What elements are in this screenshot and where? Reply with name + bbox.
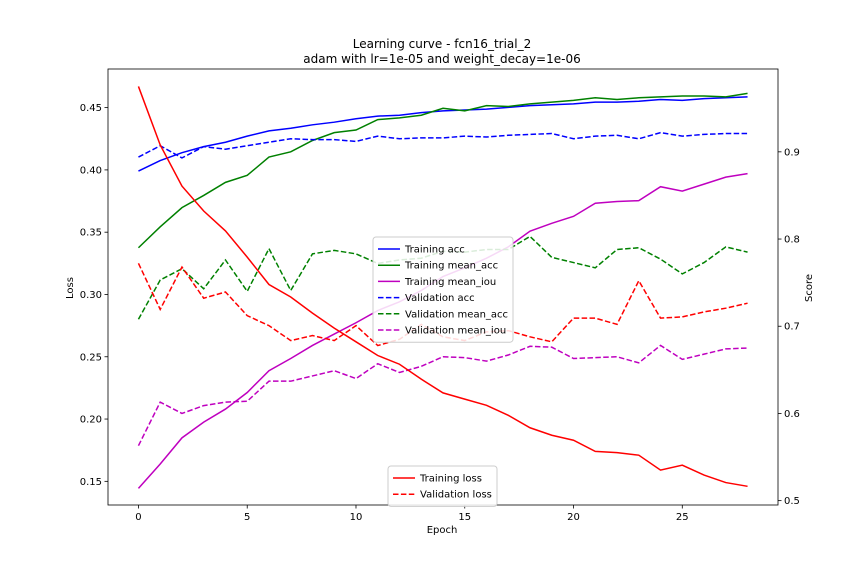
y-axis-right-label: Score [804, 274, 815, 302]
y-right-tick-label: 0.9 [784, 147, 800, 158]
legend-box [372, 236, 514, 343]
x-tick-label: 25 [676, 512, 689, 523]
legend-loss: Training loss Validation loss [387, 465, 498, 507]
y-left-tick-label: 0.45 [80, 103, 102, 114]
legend-entry-training-mean-iou: Training mean_iou [404, 277, 496, 288]
y-left-tick-label: 0.25 [80, 352, 102, 363]
x-tick-label: 10 [350, 512, 363, 523]
x-tick-label: 5 [244, 512, 250, 523]
chart-subtitle: adam with lr=1e-05 and weight_decay=1e-0… [303, 52, 580, 66]
legend-entry-training-acc: Training acc [404, 245, 465, 256]
y-left-tick-label: 0.15 [80, 477, 102, 488]
axes: 0 5 10 15 20 25 0.15 0.20 0.25 0.30 0.35 0.40 0.45 0.… [80, 68, 800, 523]
y-left-tick-label: 0.20 [80, 415, 102, 426]
series-line-training-acc [138, 96, 748, 172]
series-line-validation-mean-iou [137, 344, 748, 447]
series-line-validation-acc [138, 131, 748, 159]
legend-box [387, 465, 498, 507]
x-tick-label: 20 [567, 512, 580, 523]
chart-title: Learning curve - fcn16_trial_2 [353, 37, 531, 51]
y-right-tick-label: 0.6 [784, 409, 800, 420]
series-line-training-mean-acc [137, 92, 748, 249]
x-tick-label: 15 [458, 512, 471, 523]
x-axis-label: Epoch [427, 525, 458, 536]
y-right-tick-label: 0.5 [784, 496, 800, 507]
x-tick-label: 0 [135, 512, 141, 523]
legend-entry-training-loss: Training loss [419, 474, 482, 485]
y-right-tick-label: 0.8 [784, 235, 800, 246]
y-left-tick-label: 0.30 [80, 290, 102, 301]
legend-entry-validation-mean-acc: Validation mean_acc [405, 309, 508, 320]
legend-entry-validation-mean-iou: Validation mean_iou [405, 326, 506, 337]
y-left-tick-label: 0.40 [80, 165, 102, 176]
series-line-training-loss [137, 86, 748, 488]
legend-entry-validation-acc: Validation acc [405, 293, 475, 304]
legend-scores: Training acc Training mean_acc Training me… [372, 236, 514, 343]
y-left-tick-label: 0.35 [80, 228, 102, 239]
legend-entry-training-mean-acc: Training mean_acc [404, 261, 498, 272]
y-right-tick-label: 0.7 [784, 322, 800, 333]
y-axis-left-label: Loss [65, 277, 76, 299]
legend-entry-validation-loss: Validation loss [420, 490, 492, 501]
